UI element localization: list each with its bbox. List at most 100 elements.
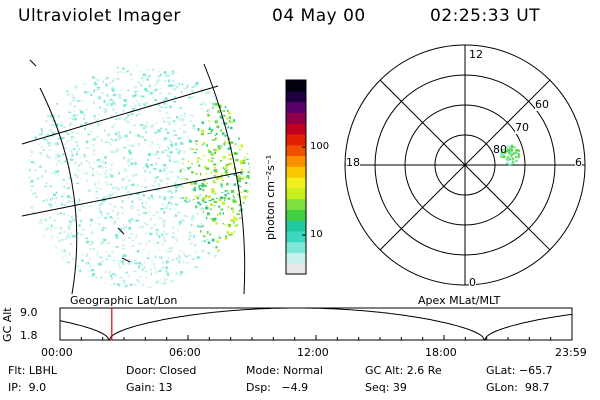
altitude-time-ticks (59, 335, 573, 340)
emission-pixel (104, 282, 106, 285)
emission-pixel (194, 186, 196, 189)
emission-pixel (96, 87, 100, 91)
emission-pixel (174, 96, 176, 98)
emission-pixel (510, 144, 513, 147)
emission-pixel (85, 240, 90, 244)
emission-pixel (158, 188, 161, 191)
emission-pixel (134, 237, 137, 239)
emission-pixel (197, 195, 200, 198)
emission-pixel (85, 262, 89, 265)
emission-pixel (158, 70, 160, 73)
emission-pixel (89, 232, 93, 235)
emission-pixel (153, 84, 157, 86)
emission-pixel (49, 205, 53, 208)
emission-pixel (170, 197, 173, 200)
emission-pixel (191, 183, 193, 186)
emission-pixel (171, 236, 175, 238)
emission-pixel (173, 119, 176, 122)
emission-pixel (143, 267, 146, 269)
emission-pixel (189, 166, 192, 169)
seq-info: Seq: 39 (365, 381, 407, 394)
emission-pixel (232, 210, 235, 213)
emission-pixel (233, 230, 237, 234)
emission-pixel (159, 278, 161, 280)
emission-pixel (134, 90, 136, 93)
coastline-fragment (121, 257, 131, 263)
emission-pixel (127, 190, 130, 194)
emission-pixel (69, 124, 71, 126)
emission-pixel (199, 187, 202, 191)
emission-pixel (141, 136, 144, 139)
emission-pixel (169, 197, 171, 199)
emission-pixel (503, 148, 506, 151)
emission-pixel (246, 190, 249, 193)
emission-pixel (153, 224, 156, 227)
emission-pixel (128, 158, 131, 161)
emission-pixel (222, 223, 224, 225)
emission-pixel (34, 192, 36, 195)
emission-pixel (165, 266, 168, 270)
emission-pixel (105, 176, 108, 178)
emission-pixel (227, 192, 230, 195)
emission-pixel (72, 234, 76, 238)
emission-pixel (156, 242, 160, 244)
emission-pixel (125, 187, 127, 190)
emission-pixel (151, 141, 153, 143)
emission-pixel (99, 203, 101, 206)
emission-pixel (98, 173, 102, 176)
emission-pixel (61, 257, 64, 259)
emission-pixel (506, 150, 508, 153)
emission-pixel (76, 232, 79, 234)
emission-pixel (201, 144, 204, 146)
emission-pixel (180, 177, 183, 180)
emission-pixel (184, 114, 186, 118)
emission-pixel (164, 206, 168, 209)
emission-pixel (67, 199, 71, 203)
emission-pixel (177, 259, 181, 263)
emission-pixel (62, 185, 66, 189)
emission-pixel (206, 214, 210, 216)
emission-pixel (45, 230, 47, 232)
emission-pixel (513, 152, 516, 155)
emission-pixel (165, 177, 170, 181)
emission-pixel (152, 214, 156, 216)
emission-pixel (210, 171, 213, 174)
emission-pixel (131, 162, 134, 165)
emission-pixel (58, 115, 60, 118)
emission-pixel (49, 185, 52, 187)
emission-pixel (75, 88, 77, 90)
emission-pixel (130, 184, 133, 186)
emission-pixel (159, 92, 162, 95)
emission-pixel (125, 185, 128, 188)
emission-pixel (220, 129, 223, 132)
emission-pixel (46, 154, 48, 157)
emission-pixel (505, 158, 508, 161)
emission-pixel (123, 99, 127, 102)
emission-pixel (66, 90, 69, 93)
emission-pixel (178, 257, 181, 259)
emission-pixel (162, 223, 165, 226)
emission-pixel (164, 282, 166, 285)
emission-pixel (214, 256, 218, 259)
emission-pixel (137, 110, 141, 112)
emission-pixel (136, 64, 139, 67)
emission-pixel (196, 256, 200, 259)
emission-pixel (182, 163, 184, 165)
emission-pixel (122, 200, 124, 203)
emission-pixel (142, 194, 145, 197)
emission-pixel (173, 100, 176, 103)
emission-pixel (151, 260, 153, 263)
emission-pixel (507, 148, 510, 151)
emission-pixel (172, 232, 175, 234)
emission-pixel (116, 77, 120, 80)
emission-pixel (168, 93, 171, 95)
emission-pixel (198, 164, 201, 167)
emission-pixel (116, 185, 119, 188)
emission-pixel (181, 91, 183, 94)
emission-pixel (130, 130, 132, 134)
emission-pixel (161, 151, 164, 154)
emission-pixel (106, 134, 109, 137)
emission-pixel (142, 102, 146, 105)
emission-pixel (238, 186, 242, 188)
emission-pixel (206, 109, 209, 112)
